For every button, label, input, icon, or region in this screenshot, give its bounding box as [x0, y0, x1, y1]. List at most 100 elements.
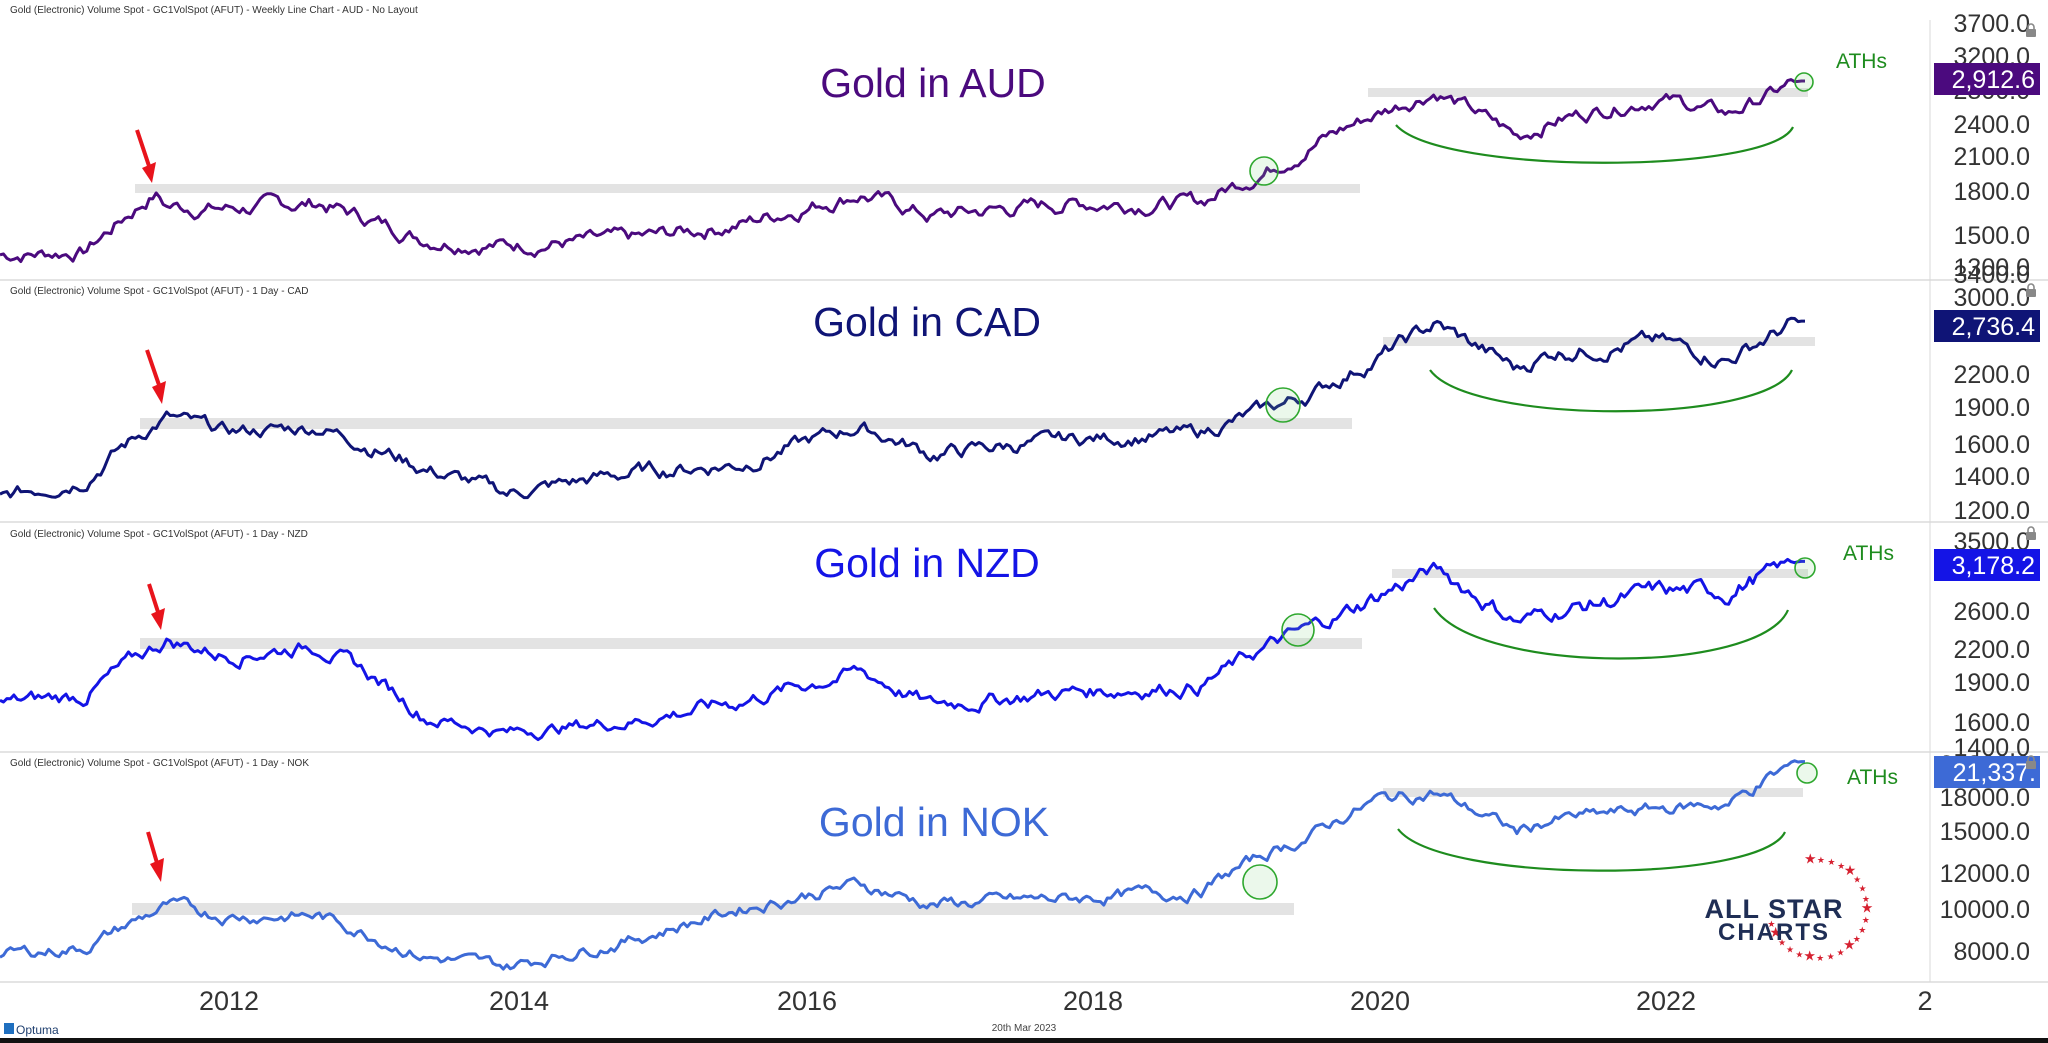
y-tick: 3700.0: [1954, 10, 2030, 38]
star-icon: ★: [1843, 938, 1856, 954]
y-tick: 18000.0: [1940, 784, 2030, 812]
circle-aud-breakout: [1249, 156, 1279, 186]
panel-headers: Gold (Electronic) Volume Spot - GC1VolSp…: [10, 5, 418, 769]
arrow-cad: [145, 349, 166, 404]
header-nzd: Gold (Electronic) Volume Spot - GC1VolSp…: [10, 529, 308, 540]
star-icon: ★: [1804, 852, 1817, 868]
band-cad-2: [1383, 337, 1815, 346]
star-icon: ★: [1767, 920, 1775, 930]
y-tick: 2600.0: [1954, 598, 2030, 626]
price-line-aud: [0, 78, 1805, 263]
price-label-nzd: 3,178.2: [1952, 552, 2035, 580]
lock-icons: [2026, 23, 2036, 769]
x-tick: 2014: [489, 986, 549, 1016]
price-label-cad: 2,736.4: [1952, 313, 2036, 341]
panel-titles: Gold in AUD Gold in CAD Gold in NZD Gold…: [813, 60, 1049, 845]
optuma-brand: Optuma: [4, 1023, 59, 1037]
price-label-aud: 2,912.6: [1952, 66, 2035, 94]
arc-nok: [1397, 828, 1786, 872]
band-aud-2: [1368, 88, 1808, 97]
y-tick: 1900.0: [1954, 394, 2030, 422]
optuma-logo-icon: [4, 1023, 14, 1034]
y-tick: 2400.0: [1954, 111, 2030, 139]
circle-cad-breakout: [1265, 387, 1301, 423]
header-cad: Gold (Electronic) Volume Spot - GC1VolSp…: [10, 286, 308, 297]
circle-aud-ath: [1794, 72, 1814, 92]
x-axis: 2012 2014 2016 2018 2020 2022 2: [199, 986, 1933, 1016]
star-icon: ★: [1769, 925, 1782, 941]
price-line-nok: [0, 759, 1805, 971]
price-box-nzd: [1934, 549, 2040, 581]
band-nok-2: [1383, 788, 1803, 797]
y-tick: 2200.0: [1954, 361, 2030, 389]
circle-nzd-breakout: [1281, 613, 1315, 647]
y-tick: 3400.0: [1954, 261, 2030, 289]
base-arcs: [1395, 124, 1794, 872]
ath-label-aud: ATHs: [1836, 50, 1887, 73]
star-icon: ★: [1862, 916, 1870, 926]
arrow-nzd: [147, 583, 165, 630]
breakout-circles: [1242, 72, 1818, 900]
x-tick: 2018: [1063, 986, 1123, 1016]
star-icon: ★: [1853, 876, 1861, 886]
price-label-nok: 21,337.: [1953, 759, 2036, 787]
price-labels: 2,912.6 2,736.4 3,178.2 21,337.: [1934, 63, 2040, 788]
y-axis-nok: 21000.0 18000.0 15000.0 12000.0 10000.0 …: [1940, 751, 2030, 966]
star-icon: ★: [1837, 949, 1845, 959]
y-tick: 1400.0: [1954, 463, 2030, 491]
band-nzd-2: [1392, 569, 1808, 578]
star-icon: ★: [1786, 945, 1794, 955]
arrow-nok: [146, 831, 164, 882]
title-nok: Gold in NOK: [819, 799, 1049, 845]
title-nzd: Gold in NZD: [814, 540, 1040, 586]
footer-bar: [0, 1038, 2048, 1043]
star-icon: ★: [1861, 900, 1874, 916]
circle-nok-breakout: [1242, 864, 1278, 900]
x-tick: 2020: [1350, 986, 1410, 1016]
y-tick: 1600.0: [1954, 709, 2030, 737]
y-tick: 10000.0: [1940, 896, 2030, 924]
resistance-bands: [132, 88, 1815, 915]
ath-label-nzd: ATHs: [1843, 542, 1894, 565]
header-nok: Gold (Electronic) Volume Spot - GC1VolSp…: [10, 758, 309, 769]
y-tick: 1200.0: [1954, 497, 2030, 525]
circle-nok-ath: [1796, 762, 1818, 784]
arc-aud: [1395, 124, 1794, 164]
header-aud: Gold (Electronic) Volume Spot - GC1VolSp…: [10, 5, 418, 16]
band-cad-1: [140, 418, 1352, 429]
y-tick: 2100.0: [1954, 143, 2030, 171]
y-tick: 8000.0: [1954, 938, 2030, 966]
y-tick: 1800.0: [1954, 178, 2030, 206]
star-icon: ★: [1778, 938, 1786, 948]
panel-dividers: [0, 20, 2048, 983]
lock-icon[interactable]: [2026, 23, 2036, 37]
price-lines: [0, 78, 1805, 971]
y-tick: 1500.0: [1954, 222, 2030, 250]
footer-date: 20th Mar 2023: [992, 1023, 1057, 1034]
star-icon: ★: [1859, 885, 1867, 895]
band-nok-1: [132, 903, 1294, 915]
logo-line2: CHARTS: [1718, 919, 1830, 946]
ath-labels: ATHs ATHs ATHs: [1836, 50, 1898, 789]
lock-icon[interactable]: [2026, 755, 2036, 769]
price-line-nzd: [0, 557, 1805, 742]
arc-cad: [1429, 369, 1793, 413]
y-axis-aud: 3700.0 3200.0 2800.0 2400.0 2100.0 1800.…: [1954, 10, 2030, 282]
star-icon: ★: [1816, 954, 1824, 964]
lock-icon[interactable]: [2026, 283, 2036, 297]
circle-nzd-ath: [1794, 557, 1816, 579]
star-icon: ★: [1853, 935, 1861, 945]
price-box-nok: [1934, 756, 2040, 788]
band-nzd-1: [140, 638, 1362, 649]
logo-line1: ALL STAR: [1705, 894, 1844, 924]
red-arrows: [135, 129, 166, 882]
y-tick: 12000.0: [1940, 860, 2030, 888]
title-aud: Gold in AUD: [820, 60, 1046, 106]
star-icon: ★: [1817, 856, 1825, 866]
star-icon: ★: [1862, 895, 1870, 905]
star-ring: ★ ★ ★ ★★★★★★★★★★★★★★★★★★★: [1767, 852, 1873, 965]
y-tick: 1900.0: [1954, 669, 2030, 697]
lock-icon[interactable]: [2026, 526, 2036, 540]
star-icon: ★: [1837, 862, 1845, 872]
star-icon: ★: [1827, 952, 1835, 962]
